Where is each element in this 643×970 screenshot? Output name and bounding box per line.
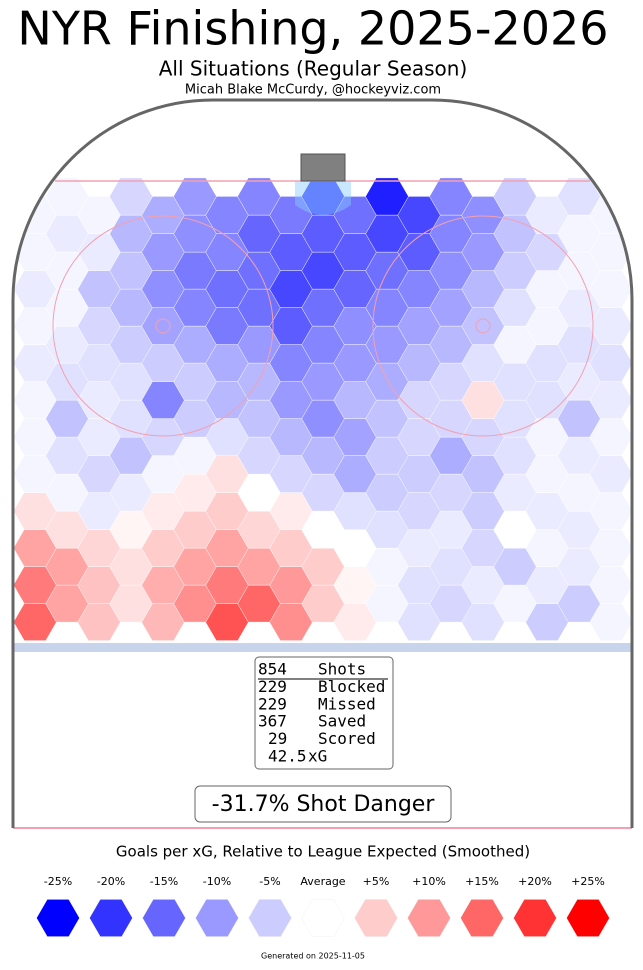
legend-label: -15% — [150, 875, 178, 888]
stat-label: Shots — [318, 660, 366, 679]
faceoff-dot — [475, 318, 491, 334]
legend-label: +25% — [571, 875, 605, 888]
hex-layer — [13, 177, 632, 641]
stat-count: 42.5 — [268, 747, 307, 766]
legend-label: +15% — [465, 875, 499, 888]
stat-label: Missed — [318, 694, 376, 713]
stat-label: Blocked — [318, 677, 385, 696]
legend-hex — [36, 899, 80, 937]
legend-hex — [89, 899, 133, 937]
legend-label: +5% — [363, 875, 390, 888]
footer: Generated on 2025-11-05 — [261, 952, 365, 961]
rink-boards — [11, 98, 634, 828]
faceoff-circle — [52, 215, 274, 437]
legend-hex — [195, 899, 239, 937]
shot-danger: -31.7% Shot Danger — [212, 792, 436, 817]
stat-label: xG — [308, 747, 327, 766]
legend-hex — [407, 899, 451, 937]
legend-label: +20% — [518, 875, 552, 888]
legend-hex — [566, 899, 610, 937]
goal-net — [300, 153, 346, 182]
stat-count: 29 — [268, 729, 287, 748]
legend: -25% -20% -15% -10% -5% Average +5% +10% +15% +20… — [36, 875, 610, 937]
rink-markings — [11, 98, 634, 829]
hex — [557, 177, 601, 216]
legend-hex — [354, 899, 398, 937]
hex — [493, 177, 537, 216]
stat-label: Saved — [318, 712, 366, 731]
crease — [295, 181, 351, 215]
danger-box — [194, 785, 452, 823]
subtitle: All Situations (Regular Season) — [159, 57, 468, 81]
author: Micah Blake McCurdy, @hockeyviz.com — [185, 83, 441, 98]
chart-title: NYR Finishing, 2025-2026 — [17, 2, 608, 56]
legend-label: -20% — [97, 875, 125, 888]
legend-label: -10% — [203, 875, 231, 888]
legend-label: +10% — [412, 875, 446, 888]
legend-hex — [142, 899, 186, 937]
faceoff-circle — [372, 215, 594, 437]
legend-hex — [248, 899, 292, 937]
legend-hex — [301, 899, 345, 937]
stat-count: 229 — [258, 694, 287, 713]
hex — [173, 177, 217, 216]
legend-title: Goals per xG, Relative to League Expecte… — [116, 843, 530, 861]
legend-label: Average — [300, 875, 345, 888]
hex — [109, 177, 153, 216]
stat-count: 229 — [258, 677, 287, 696]
faceoff-dot — [155, 318, 171, 334]
legend-label: -5% — [259, 875, 280, 888]
stat-count: 854 — [258, 660, 287, 679]
hex — [365, 177, 409, 216]
hex — [429, 177, 473, 216]
blue-line — [13, 643, 632, 652]
stat-label: Scored — [318, 729, 376, 748]
hex — [237, 177, 281, 216]
stats-box — [254, 656, 394, 770]
stat-count: 367 — [258, 712, 287, 731]
legend-label: -25% — [44, 875, 72, 888]
legend-hex — [513, 899, 557, 937]
stats: 854 Shots 229 Blocked 229 Missed 367 Saved 29 Sco… — [258, 660, 385, 766]
legend-hex — [460, 899, 504, 937]
